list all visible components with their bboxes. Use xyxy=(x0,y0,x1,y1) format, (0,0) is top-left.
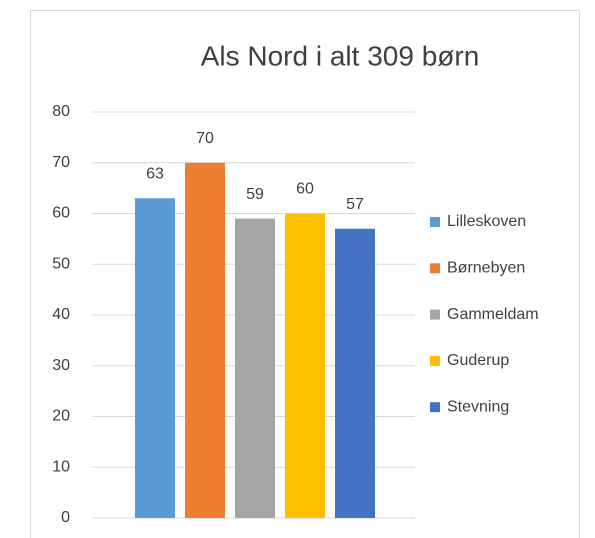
y-tick-label: 70 xyxy=(52,154,70,171)
legend-label: Lilleskoven xyxy=(447,213,526,230)
bar xyxy=(235,218,275,518)
legend-swatch xyxy=(430,217,440,227)
data-label: 63 xyxy=(146,165,164,182)
data-label: 57 xyxy=(346,196,364,213)
data-label: 70 xyxy=(196,130,214,147)
legend-swatch xyxy=(430,309,440,320)
y-tick-label: 20 xyxy=(52,408,70,425)
data-label: 60 xyxy=(296,181,314,198)
y-tick-label: 80 xyxy=(52,103,70,120)
bar xyxy=(285,213,325,518)
y-tick-label: 0 xyxy=(61,509,70,526)
legend-label: Stevning xyxy=(447,398,509,415)
y-tick-label: 60 xyxy=(52,205,70,222)
legend-swatch xyxy=(430,263,440,274)
bar xyxy=(335,228,375,518)
y-tick-label: 30 xyxy=(52,357,70,374)
legend-swatch xyxy=(430,402,440,413)
y-tick-label: 40 xyxy=(52,306,70,323)
bar xyxy=(135,198,175,518)
data-label: 59 xyxy=(246,186,264,203)
legend-swatch xyxy=(430,355,440,366)
legend-label: Guderup xyxy=(447,352,509,369)
y-tick-label: 10 xyxy=(52,458,70,475)
y-tick-label: 50 xyxy=(52,255,70,272)
chart-title: Als Nord i alt 309 børn xyxy=(201,40,480,71)
legend-label: Børnebyen xyxy=(447,260,525,277)
legend-label: Gammeldam xyxy=(447,306,539,323)
bar xyxy=(185,162,225,518)
